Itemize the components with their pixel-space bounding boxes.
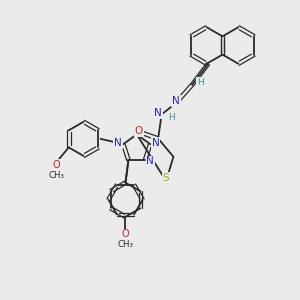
Text: O: O bbox=[135, 126, 143, 136]
Text: O: O bbox=[52, 160, 60, 170]
Text: N: N bbox=[172, 96, 180, 106]
Text: N: N bbox=[146, 156, 154, 167]
Text: CH₃: CH₃ bbox=[118, 240, 134, 249]
Text: N: N bbox=[154, 108, 162, 118]
Text: S: S bbox=[163, 173, 169, 183]
Text: N: N bbox=[152, 138, 159, 148]
Text: N: N bbox=[114, 138, 122, 148]
Text: CH₃: CH₃ bbox=[48, 171, 64, 180]
Text: H: H bbox=[197, 78, 204, 87]
Text: H: H bbox=[169, 113, 175, 122]
Text: O: O bbox=[122, 230, 129, 239]
